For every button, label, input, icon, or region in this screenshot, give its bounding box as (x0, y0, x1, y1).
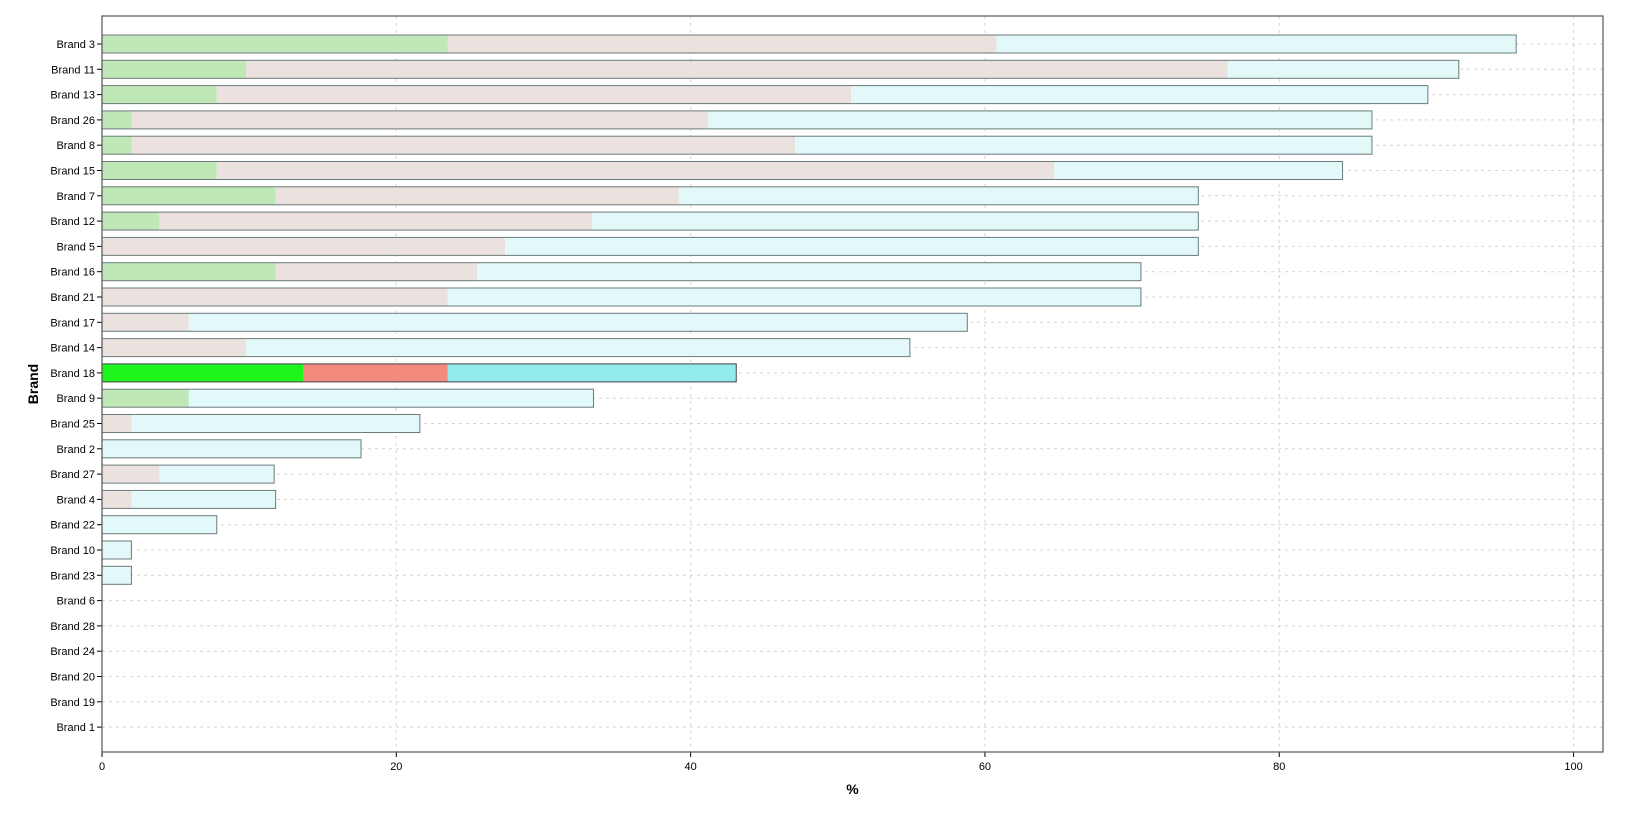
bar-segment (102, 313, 189, 332)
bar-segment (102, 110, 132, 129)
y-tick-label: Brand 4 (56, 494, 95, 506)
y-tick-label: Brand 3 (56, 39, 95, 51)
y-tick-label: Brand 12 (50, 216, 95, 228)
bar-segment (708, 110, 1372, 129)
y-tick-label: Brand 1 (56, 722, 95, 734)
bar-segment (447, 363, 737, 382)
y-axis-title: Brand (25, 364, 41, 404)
bar-segment (188, 389, 594, 408)
x-tick-label: 20 (390, 761, 402, 773)
bar-segment (102, 541, 132, 559)
bar-segment (1227, 60, 1459, 79)
y-tick-label: Brand 15 (50, 166, 95, 178)
y-tick-label: Brand 9 (56, 393, 95, 405)
y-tick-label: Brand 25 (50, 419, 95, 431)
bar-segment (102, 60, 247, 79)
bar-segment (102, 490, 132, 509)
bar-segment (592, 212, 1199, 231)
y-tick-label: Brand 11 (51, 64, 95, 76)
bar-segment (102, 414, 132, 433)
bar-segment (102, 85, 217, 104)
bar-segment (102, 465, 160, 484)
y-tick-label: Brand 24 (50, 646, 95, 658)
x-tick-label: 40 (685, 761, 697, 773)
x-tick-label: 0 (99, 761, 105, 773)
bar-segment (131, 490, 276, 509)
y-tick-label: Brand 23 (50, 570, 95, 582)
bar-segment (678, 186, 1199, 205)
x-tick-label: 100 (1564, 761, 1582, 773)
y-tick-label: Brand 7 (56, 191, 95, 203)
bar-segment (303, 363, 448, 382)
bar-segment (102, 338, 247, 357)
bar-segment (102, 186, 276, 205)
bar-segment (188, 313, 968, 332)
y-tick-label: Brand 18 (50, 368, 95, 380)
y-tick-label: Brand 6 (56, 596, 95, 608)
bar-segment (216, 85, 852, 104)
bar-segment (996, 35, 1517, 53)
y-tick-label: Brand 28 (50, 621, 95, 633)
bar-segment (102, 237, 506, 256)
y-tick-label: Brand 20 (50, 672, 95, 684)
y-tick-label: Brand 21 (50, 292, 95, 304)
y-tick-label: Brand 8 (56, 140, 95, 152)
y-tick-label: Brand 22 (50, 520, 95, 532)
bar-segment (102, 288, 448, 306)
bar-segment (131, 136, 796, 155)
bar-segment (131, 110, 709, 129)
y-tick-label: Brand 19 (50, 697, 95, 709)
y-tick-label: Brand 5 (56, 241, 95, 253)
bar-segment (159, 465, 275, 484)
y-tick-label: Brand 10 (50, 545, 95, 557)
y-tick-label: Brand 16 (50, 267, 95, 279)
axis-layer: 0 20 40 60 80 100 Brand 3 Brand 11 Brand 13 Brand… (50, 39, 1582, 773)
y-tick-label: Brand 13 (50, 90, 95, 102)
bar-segment (447, 288, 1141, 306)
bar-segment (1054, 161, 1343, 180)
bar-segment (102, 515, 217, 534)
bar-segment (102, 566, 132, 585)
bar-segment (102, 439, 361, 458)
bar-segment (851, 85, 1428, 104)
bar-segment (477, 262, 1141, 281)
bar-segment (275, 186, 679, 205)
bar-segment (505, 237, 1199, 256)
bar-segment (159, 212, 593, 231)
bar-segment (131, 414, 420, 433)
bar-segment (102, 389, 189, 408)
bar-segment (246, 60, 1228, 79)
y-tick-label: Brand 14 (50, 343, 95, 355)
y-tick-label: Brand 27 (50, 469, 95, 481)
x-tick-label: 60 (979, 761, 991, 773)
bar-segment (246, 338, 910, 357)
bar-segment (795, 136, 1372, 155)
bar-segment (102, 35, 448, 53)
y-tick-label: Brand 2 (56, 444, 95, 456)
bar-segment (102, 212, 160, 231)
bar-segment (102, 262, 276, 281)
x-axis-title: % (846, 781, 859, 797)
bar-segment (102, 136, 132, 155)
bar-segment (102, 363, 304, 382)
plot-frame (101, 15, 1604, 753)
bar-segment (216, 161, 1055, 180)
bars-layer (101, 34, 1517, 585)
bar-segment (102, 161, 217, 180)
x-tick-label: 80 (1273, 761, 1285, 773)
bar-segment (447, 35, 997, 53)
y-tick-label: Brand 26 (50, 115, 95, 127)
y-tick-label: Brand 17 (50, 317, 95, 329)
bar-segment (275, 262, 478, 281)
